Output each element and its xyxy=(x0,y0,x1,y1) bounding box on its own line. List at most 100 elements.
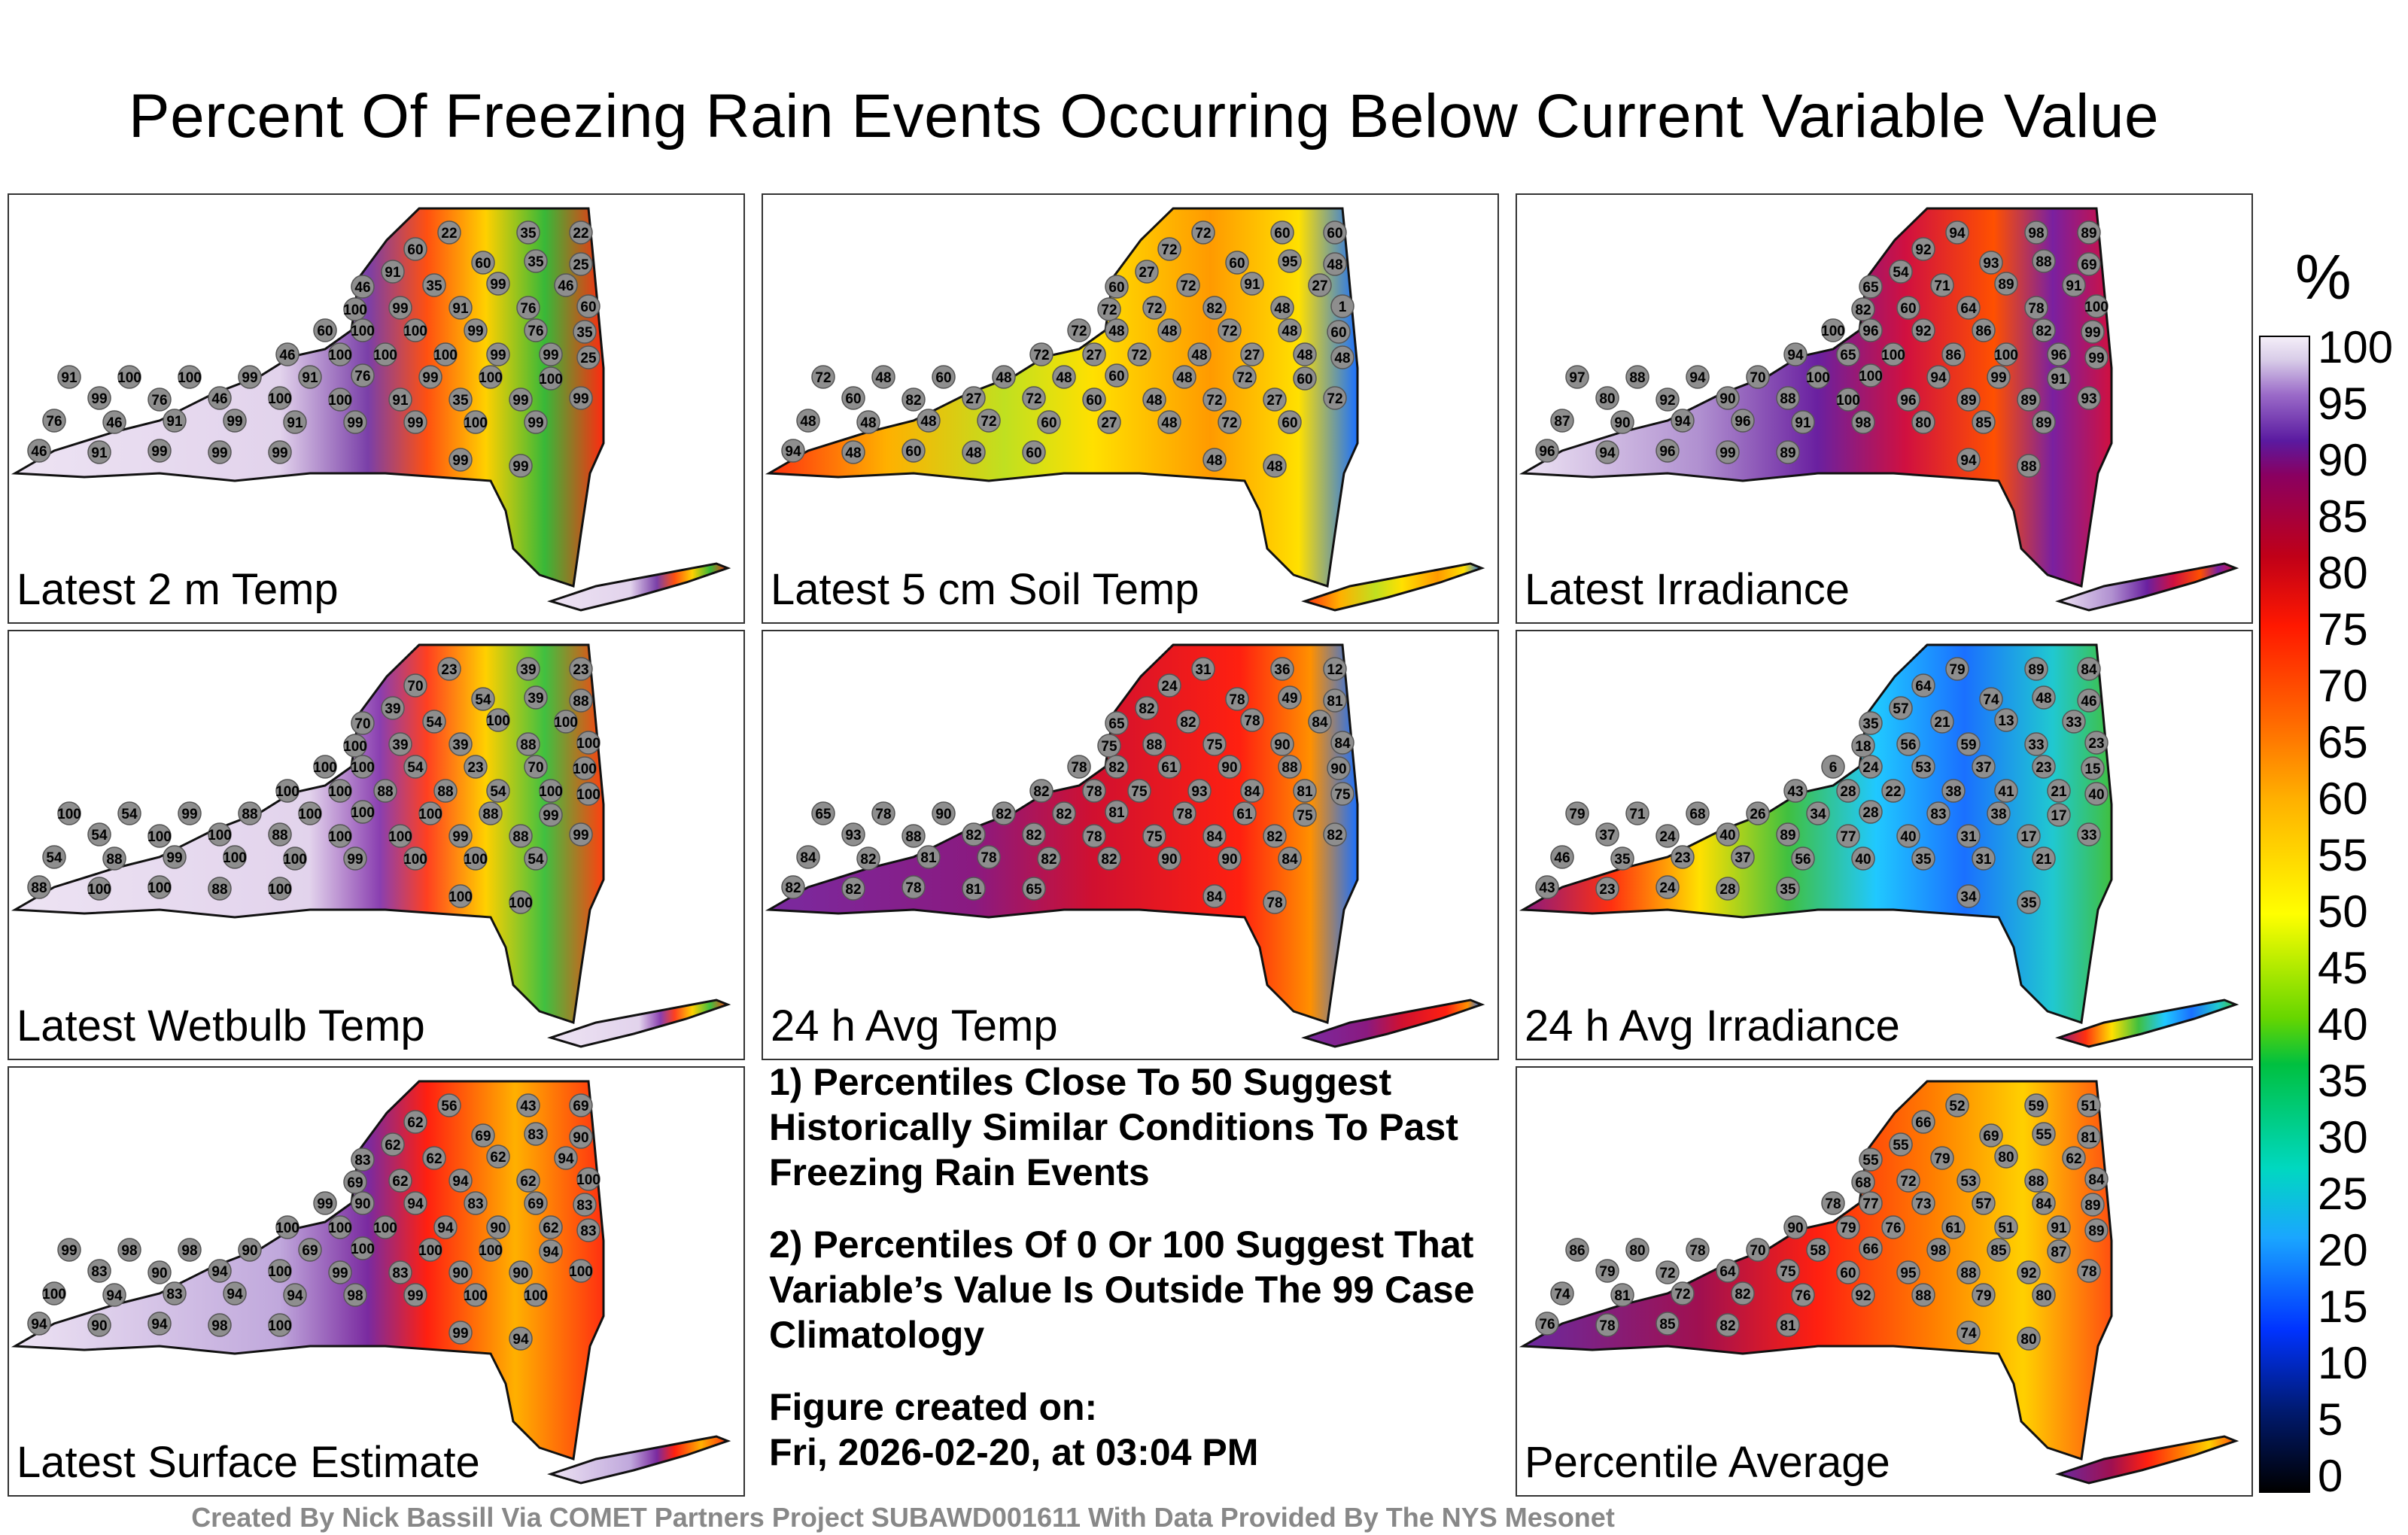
colorbar-tick: 40 xyxy=(2318,999,2368,1050)
station-dot xyxy=(1278,318,1302,342)
station-dot xyxy=(343,1283,367,1307)
station-dot xyxy=(343,847,367,871)
station-value: 87 xyxy=(1554,414,1570,430)
station-marker: 81 xyxy=(2077,1125,2101,1149)
station-marker: 12 xyxy=(1323,657,1347,681)
station-dot xyxy=(1225,687,1249,711)
station-marker: 100 xyxy=(343,297,367,321)
station-dot xyxy=(2084,345,2109,369)
station-marker: 82 xyxy=(1263,824,1287,848)
station-dot xyxy=(1218,847,1242,871)
station-marker: 48 xyxy=(796,409,820,433)
station-marker: 82 xyxy=(1022,822,1046,847)
station-value: 70 xyxy=(528,760,543,776)
station-value: 78 xyxy=(1599,1318,1615,1334)
station-value: 23 xyxy=(1674,850,1690,866)
station-dot xyxy=(1671,409,1695,433)
station-marker: 55 xyxy=(1889,1132,1913,1157)
station-dot xyxy=(1323,657,1347,681)
station-marker: 90 xyxy=(1218,755,1242,779)
station-marker: 72 xyxy=(1323,386,1347,410)
station-marker: 28 xyxy=(1716,877,1740,901)
station-value: 65 xyxy=(1840,348,1856,363)
station-dot xyxy=(509,1327,533,1351)
station-dot xyxy=(516,657,540,681)
station-value: 46 xyxy=(354,280,370,296)
station-marker: 46 xyxy=(554,273,578,297)
station-dot xyxy=(1625,365,1649,389)
station-value: 60 xyxy=(580,299,596,315)
station-dot xyxy=(576,1218,600,1242)
station-value: 35 xyxy=(1862,716,1879,732)
station-value: 90 xyxy=(91,1318,107,1334)
station-value: 80 xyxy=(1599,391,1615,407)
station-dot xyxy=(1142,388,1166,412)
station-value: 69 xyxy=(573,1099,588,1114)
station-marker: 90 xyxy=(1716,386,1740,410)
station-marker: 88 xyxy=(1278,755,1302,779)
station-dot xyxy=(1926,1238,1950,1262)
station-dot xyxy=(992,801,1016,825)
station-marker: 21 xyxy=(2032,847,2056,871)
station-marker: 57 xyxy=(1889,696,1913,720)
station-dot xyxy=(1202,884,1227,908)
station-value: 72 xyxy=(1195,226,1211,242)
station-value: 84 xyxy=(800,850,816,866)
station-dot xyxy=(1176,710,1200,734)
station-dot xyxy=(57,1238,81,1262)
station-dot xyxy=(2032,755,2056,779)
station-marker: 100 xyxy=(433,342,458,366)
station-marker: 79 xyxy=(1945,657,1969,681)
station-value: 62 xyxy=(520,1174,536,1190)
station-value: 100 xyxy=(1821,324,1845,339)
station-dot xyxy=(2077,1093,2101,1117)
station-value: 94 xyxy=(1949,226,1966,242)
station-marker: 94 xyxy=(509,1327,533,1351)
station-marker: 100 xyxy=(576,1167,600,1191)
station-marker: 91 xyxy=(381,260,405,284)
station-marker: 31 xyxy=(1956,824,1981,848)
station-marker: 94 xyxy=(1671,409,1695,433)
panel-latest-2m-temp: 22 35 22 60 91 60 35 25 46 35 99 46 100 99 91 76 60 60 100… xyxy=(8,193,745,624)
station-marker: 100 xyxy=(42,1281,66,1306)
station-dot xyxy=(1225,251,1249,275)
station-marker: 90 xyxy=(1610,410,1634,434)
station-marker: 96 xyxy=(1896,388,1920,412)
station-marker: 23 xyxy=(2032,755,2056,779)
station-value: 100 xyxy=(1881,348,1905,363)
station-dot xyxy=(351,363,375,388)
station-dot xyxy=(1716,440,1740,464)
station-dot xyxy=(2081,1193,2105,1217)
station-marker: 48 xyxy=(871,365,895,389)
station-marker: 100 xyxy=(351,755,375,779)
station-value: 69 xyxy=(2081,257,2096,273)
station-value: 90 xyxy=(512,1266,528,1281)
station-dot xyxy=(2032,410,2056,434)
station-marker: 62 xyxy=(486,1144,510,1169)
station-dot xyxy=(1127,342,1151,366)
station-value: 96 xyxy=(2051,348,2066,363)
station-value: 94 xyxy=(151,1317,168,1333)
station-value: 100 xyxy=(328,784,352,800)
station-marker: 82 xyxy=(1851,297,1875,321)
station-dot xyxy=(554,1146,578,1170)
station-dot xyxy=(1655,824,1680,848)
station-value: 88 xyxy=(512,829,528,845)
station-marker: 48 xyxy=(1172,365,1196,389)
station-marker: 99 xyxy=(388,296,412,320)
station-dot xyxy=(433,1215,458,1239)
station-marker: 78 xyxy=(1686,1238,1710,1262)
station-marker: 75 xyxy=(1097,734,1121,758)
station-marker: 82 xyxy=(1029,779,1054,803)
station-value: 51 xyxy=(1998,1220,2014,1236)
station-marker: 48 xyxy=(1142,388,1166,412)
station-dot xyxy=(1330,345,1354,369)
station-value: 82 xyxy=(1026,828,1041,843)
station-value: 88 xyxy=(2020,459,2036,475)
station-value: 99 xyxy=(512,459,528,475)
station-dot xyxy=(1535,1312,1559,1336)
station-value: 23 xyxy=(573,662,588,678)
station-value: 54 xyxy=(407,760,424,776)
station-marker: 76 xyxy=(42,409,66,433)
station-marker: 82 xyxy=(1105,755,1129,779)
